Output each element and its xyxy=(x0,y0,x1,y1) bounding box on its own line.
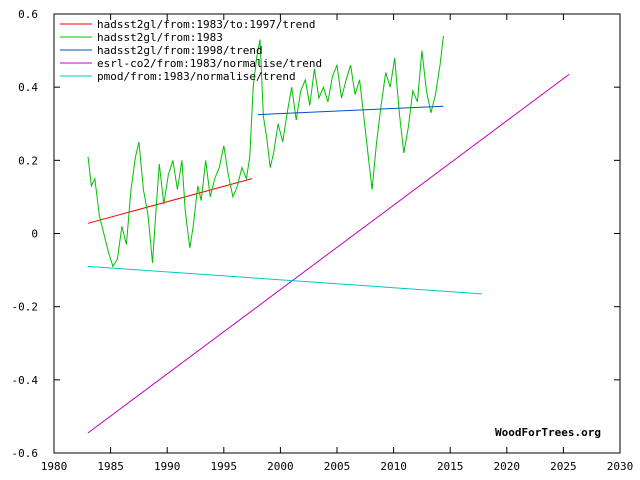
legend: hadsst2gl/from:1983/to:1997/trendhadsst2… xyxy=(60,18,322,83)
y-tick-label: 0.6 xyxy=(18,8,38,21)
axis-layer: 1980 1985 1990 1995 2000 2005 2010 2015 2020 2025… xyxy=(12,8,634,473)
legend-entry: hadsst2gl/from:1983/to:1997/trend xyxy=(97,18,316,31)
x-tick-label: 2025 xyxy=(550,460,577,473)
y-tick-label: 0.4 xyxy=(18,81,38,94)
legend-entry: esrl-co2/from:1983/normalise/trend xyxy=(97,57,322,70)
y-tick-label: -0.2 xyxy=(12,301,39,314)
x-tick-label: 2020 xyxy=(494,460,521,473)
series-line-hadsst2gl-from-1983 xyxy=(87,35,444,268)
legend-entry: pmod/from:1983/normalise/trend xyxy=(97,70,296,83)
x-tick-label: 2030 xyxy=(607,460,634,473)
x-tick-label: 2005 xyxy=(324,460,351,473)
x-tick-label: 2010 xyxy=(380,460,407,473)
x-tick-label: 1980 xyxy=(41,460,68,473)
y-tick-label: 0 xyxy=(31,228,38,241)
series-layer xyxy=(87,35,570,434)
x-tick-label: 1995 xyxy=(211,460,238,473)
x-tick-label: 1990 xyxy=(154,460,181,473)
series-line-hadsst2gl-from-1983-to-1997-trend xyxy=(87,178,253,224)
y-tick-label: -0.6 xyxy=(12,447,39,460)
legend-entry: hadsst2gl/from:1998/trend xyxy=(97,44,263,57)
y-tick-label: -0.4 xyxy=(12,374,39,387)
watermark: WoodForTrees.org xyxy=(495,426,601,439)
series-line-hadsst2gl-from-1998-trend xyxy=(257,105,444,116)
x-tick-label: 2000 xyxy=(267,460,294,473)
x-tick-label: 2015 xyxy=(437,460,464,473)
y-tick-label: 0.2 xyxy=(18,154,38,167)
series-line-pmod-from-1983-normalise-trend xyxy=(87,265,482,295)
series-line-esrl-co2-from-1983-normalise-trend xyxy=(87,73,570,434)
legend-entry: hadsst2gl/from:1983 xyxy=(97,31,223,44)
x-tick-label: 1985 xyxy=(97,460,124,473)
